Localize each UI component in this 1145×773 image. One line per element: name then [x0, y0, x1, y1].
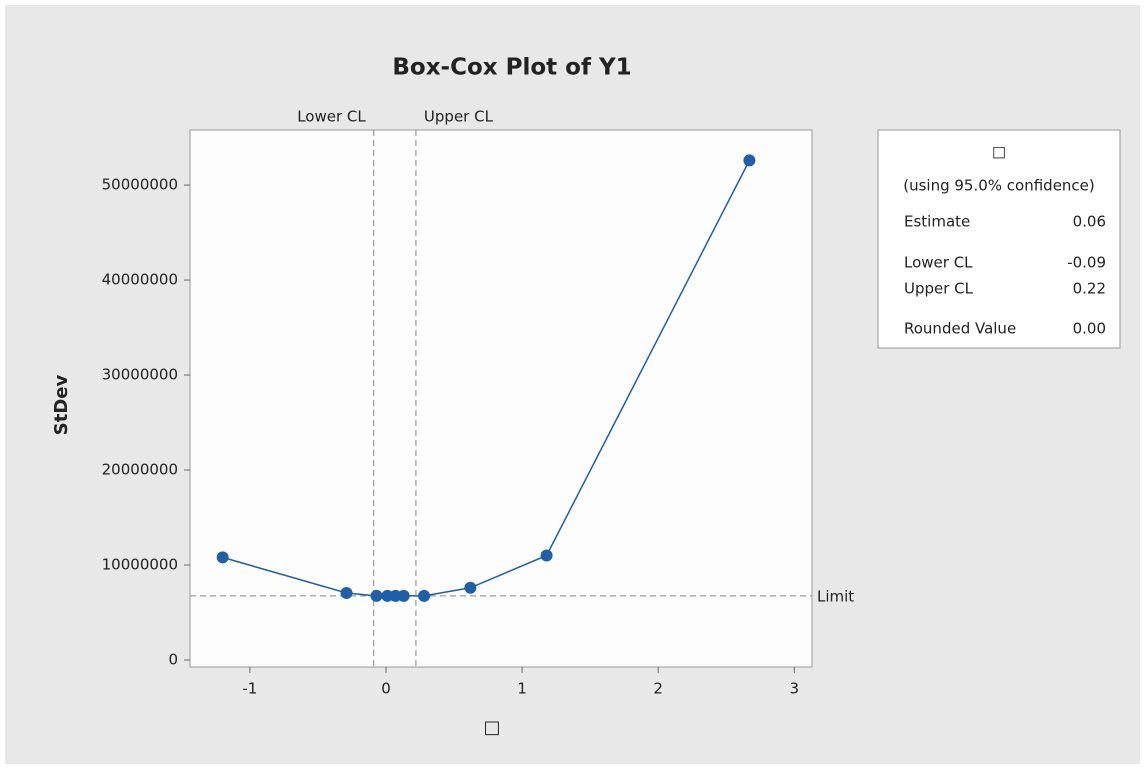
stat-name: Estimate — [904, 213, 970, 231]
y-tick-label: 0 — [168, 650, 178, 668]
x-tick-label: 2 — [653, 680, 663, 698]
point — [340, 587, 353, 600]
legend-subtitle: (using 95.0% confidence) — [903, 177, 1095, 195]
point — [464, 581, 477, 594]
cl-label: Lower CL — [297, 108, 366, 126]
stat-name: Rounded Value — [904, 320, 1016, 338]
point — [540, 549, 553, 562]
x-tick-label: 1 — [517, 680, 527, 698]
x-tick-label: 0 — [381, 680, 391, 698]
y-tick-label: 10000000 — [102, 555, 178, 573]
point — [370, 589, 383, 602]
limit-label: Limit — [817, 587, 854, 605]
x-tick-label: 3 — [790, 680, 800, 698]
stat-value: 0.06 — [1073, 213, 1106, 231]
y-axis-label: StDev — [51, 375, 72, 436]
legend-title: □ — [992, 143, 1006, 161]
stat-value: 0.00 — [1073, 320, 1106, 338]
cl-label: Upper CL — [424, 108, 494, 126]
stat-name: Lower CL — [904, 254, 973, 272]
x-tick-label: -1 — [242, 680, 257, 698]
stat-value: 0.22 — [1073, 280, 1106, 298]
point — [397, 589, 410, 602]
legend-box — [877, 129, 1121, 349]
y-tick-label: 30000000 — [102, 366, 178, 384]
chart-title: Box-Cox Plot of Y1 — [392, 55, 631, 81]
x-axis-label: □ — [483, 717, 500, 738]
y-tick-label: 50000000 — [102, 176, 178, 194]
plot-area — [189, 129, 813, 668]
point — [418, 589, 431, 602]
point — [216, 551, 229, 564]
y-tick-label: 40000000 — [102, 271, 178, 289]
stat-name: Upper CL — [904, 280, 974, 298]
y-tick-label: 20000000 — [102, 461, 178, 479]
stat-value: -0.09 — [1067, 254, 1106, 272]
point — [743, 154, 756, 167]
